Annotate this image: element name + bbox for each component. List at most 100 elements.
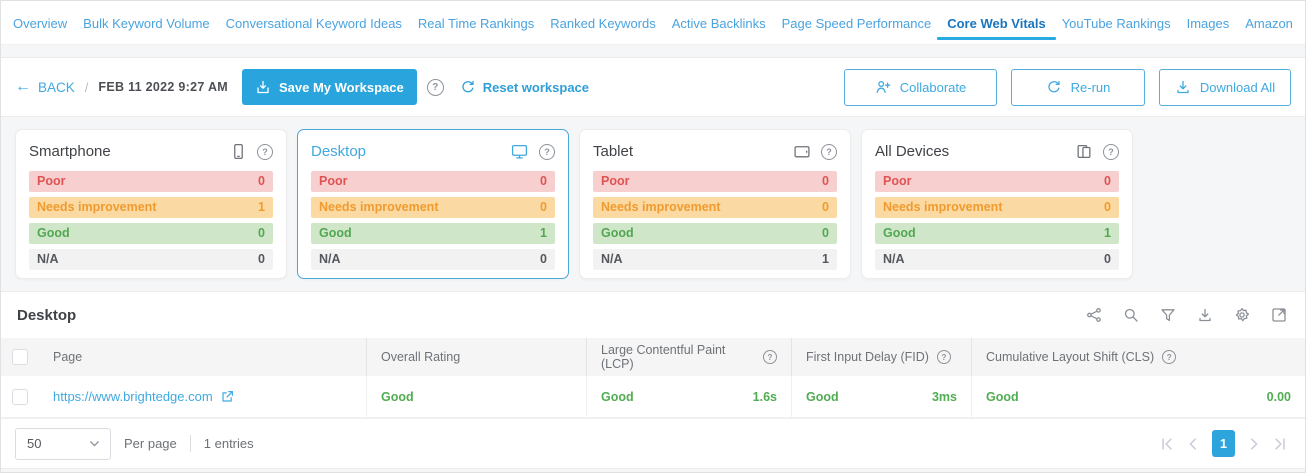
- help-icon[interactable]: ?: [257, 143, 273, 160]
- stat-row-good: Good 1: [875, 223, 1119, 244]
- nav-tab-core-web-vitals[interactable]: Core Web Vitals: [937, 1, 1056, 44]
- nav-tab-real-time-rankings[interactable]: Real Time Rankings: [417, 16, 535, 31]
- save-workspace-label: Save My Workspace: [279, 79, 404, 95]
- stat-row-poor: Poor 0: [593, 171, 837, 192]
- workspace-toolbar: ← BACK / FEB 11 2022 9:27 AM Save My Wor…: [1, 57, 1305, 117]
- settings-icon[interactable]: [1234, 307, 1250, 323]
- download-icon[interactable]: [1197, 307, 1213, 323]
- page-next-icon: [1247, 437, 1261, 451]
- stat-label: Needs improvement: [601, 200, 721, 214]
- overall-rating-text: Good: [381, 389, 414, 404]
- stat-row-needs-improvement: Needs improvement 0: [311, 197, 555, 218]
- pagination-current-page[interactable]: 1: [1212, 430, 1235, 457]
- share-icon[interactable]: [1086, 307, 1102, 323]
- reset-workspace-label: Reset workspace: [482, 79, 590, 95]
- help-icon[interactable]: ?: [821, 143, 837, 160]
- stat-row-needs-improvement: Needs improvement 1: [29, 197, 273, 218]
- table-column-header-row: Page Overall Rating Large Contentful Paint…: [1, 338, 1305, 376]
- select-all-checkbox[interactable]: [12, 349, 28, 365]
- pagination-first-button[interactable]: [1160, 437, 1174, 451]
- stat-value: 0: [1104, 200, 1111, 214]
- pagination-last-button[interactable]: [1273, 437, 1287, 451]
- stat-row-poor: Poor 0: [311, 171, 555, 192]
- stat-label: Poor: [319, 174, 348, 188]
- stat-value: 0: [540, 252, 547, 266]
- device-card-desktop[interactable]: Desktop? Poor 0 Needs improvement 0 Good 1 N/A 0: [297, 129, 569, 279]
- device-card-smartphone[interactable]: Smartphone? Poor 0 Needs improvement 1 Good 0 N…: [15, 129, 287, 279]
- column-header-label: First Input Delay (FID)?: [806, 350, 951, 364]
- stat-row-poor: Poor 0: [875, 171, 1119, 192]
- page-cell: https://www.brightedge.com: [39, 376, 366, 417]
- column-header-label: Overall Rating: [381, 350, 460, 364]
- device-card-header: All Devices?: [875, 143, 1119, 160]
- stat-label: Poor: [883, 174, 912, 188]
- expand-icon[interactable]: [1271, 307, 1287, 323]
- filter-icon[interactable]: [1160, 307, 1176, 323]
- fid-rating: Good: [806, 389, 839, 404]
- stat-label: N/A: [319, 252, 341, 266]
- info-icon[interactable]: ?: [763, 350, 777, 364]
- nav-tab-overview[interactable]: Overview: [13, 16, 68, 31]
- column-header-large-contentful-paint-lcp: Large Contentful Paint (LCP)?: [586, 338, 791, 376]
- reset-workspace-button[interactable]: Reset workspace: [460, 79, 589, 95]
- refresh-icon: [460, 79, 476, 95]
- download-all-button[interactable]: Download All: [1159, 68, 1291, 106]
- nav-tab-page-speed-performance[interactable]: Page Speed Performance: [781, 16, 932, 31]
- column-header-text: Overall Rating: [381, 350, 461, 364]
- stat-value: 0: [258, 226, 265, 240]
- entries-count: 1 entries: [203, 436, 254, 451]
- rerun-button[interactable]: Re-run: [1011, 68, 1145, 106]
- stat-label: N/A: [37, 252, 59, 266]
- column-header-text: Large Contentful Paint (LCP): [601, 343, 726, 371]
- workspace-timestamp: FEB 11 2022 9:27 AM: [98, 80, 228, 94]
- back-button[interactable]: ← BACK: [15, 79, 75, 95]
- cls-value: 0.00: [1266, 389, 1291, 404]
- lcp-value: 1.6s: [752, 389, 777, 404]
- table-footer: 50 Per page 1 entries 1: [1, 418, 1305, 468]
- pagination-prev-button[interactable]: [1186, 437, 1200, 451]
- stat-value: 0: [822, 200, 829, 214]
- nav-tab-conversational-keyword-ideas[interactable]: Conversational Keyword Ideas: [225, 16, 402, 31]
- column-header-text: Cumulative Layout Shift (CLS): [986, 350, 1155, 364]
- overall-rating-cell: Good: [366, 376, 586, 417]
- page-link[interactable]: https://www.brightedge.com: [53, 389, 234, 404]
- all-devices-icon: [1075, 143, 1093, 160]
- nav-tab-bulk-keyword-volume[interactable]: Bulk Keyword Volume: [83, 16, 210, 31]
- info-icon[interactable]: ?: [936, 350, 951, 364]
- refresh-icon: [1046, 79, 1062, 95]
- fid-cell: Good 3ms: [791, 376, 971, 417]
- pagination: 1: [1160, 430, 1287, 457]
- stat-value: 1: [540, 226, 547, 240]
- nav-tab-amazon[interactable]: Amazon: [1245, 16, 1293, 31]
- row-checkbox[interactable]: [12, 388, 28, 405]
- stat-row-needs-improvement: Needs improvement 0: [875, 197, 1119, 218]
- column-header-cumulative-layout-shift-cls: Cumulative Layout Shift (CLS)?: [971, 338, 1305, 376]
- device-card-tablet[interactable]: Tablet? Poor 0 Needs improvement 0 Good 0 N/A 1: [579, 129, 851, 279]
- stat-label: Poor: [601, 174, 630, 188]
- nav-tab-images[interactable]: Images: [1186, 16, 1230, 31]
- column-header-text: First Input Delay (FID): [806, 350, 929, 364]
- pagination-next-button[interactable]: [1247, 437, 1261, 451]
- smartphone-icon: [230, 143, 247, 160]
- external-link-icon[interactable]: [221, 390, 234, 403]
- column-header-label: Cumulative Layout Shift (CLS)?: [986, 350, 1177, 364]
- search-icon[interactable]: [1123, 307, 1139, 323]
- collaborate-button[interactable]: Collaborate: [844, 68, 997, 106]
- nav-tab-youtube-rankings[interactable]: YouTube Rankings: [1061, 16, 1171, 31]
- column-header-label: Page: [53, 350, 82, 364]
- stat-value: 0: [258, 174, 265, 188]
- per-page-select[interactable]: 50: [15, 427, 111, 460]
- save-workspace-button[interactable]: Save My Workspace: [242, 69, 417, 105]
- results-table-card: Desktop Page Overall Rating Large Contentf…: [1, 291, 1305, 469]
- help-icon[interactable]: ?: [539, 143, 555, 160]
- help-icon[interactable]: ?: [1103, 143, 1119, 160]
- stat-value: 0: [540, 174, 547, 188]
- nav-tab-active-backlinks[interactable]: Active Backlinks: [671, 16, 766, 31]
- stat-row-good: Good 1: [311, 223, 555, 244]
- info-icon[interactable]: ?: [1162, 350, 1177, 364]
- device-card-header: Tablet?: [593, 143, 837, 160]
- device-card-all-devices[interactable]: All Devices? Poor 0 Needs improvement 0 Good 1…: [861, 129, 1133, 279]
- nav-tab-ranked-keywords[interactable]: Ranked Keywords: [550, 16, 656, 31]
- help-icon[interactable]: ?: [426, 78, 444, 96]
